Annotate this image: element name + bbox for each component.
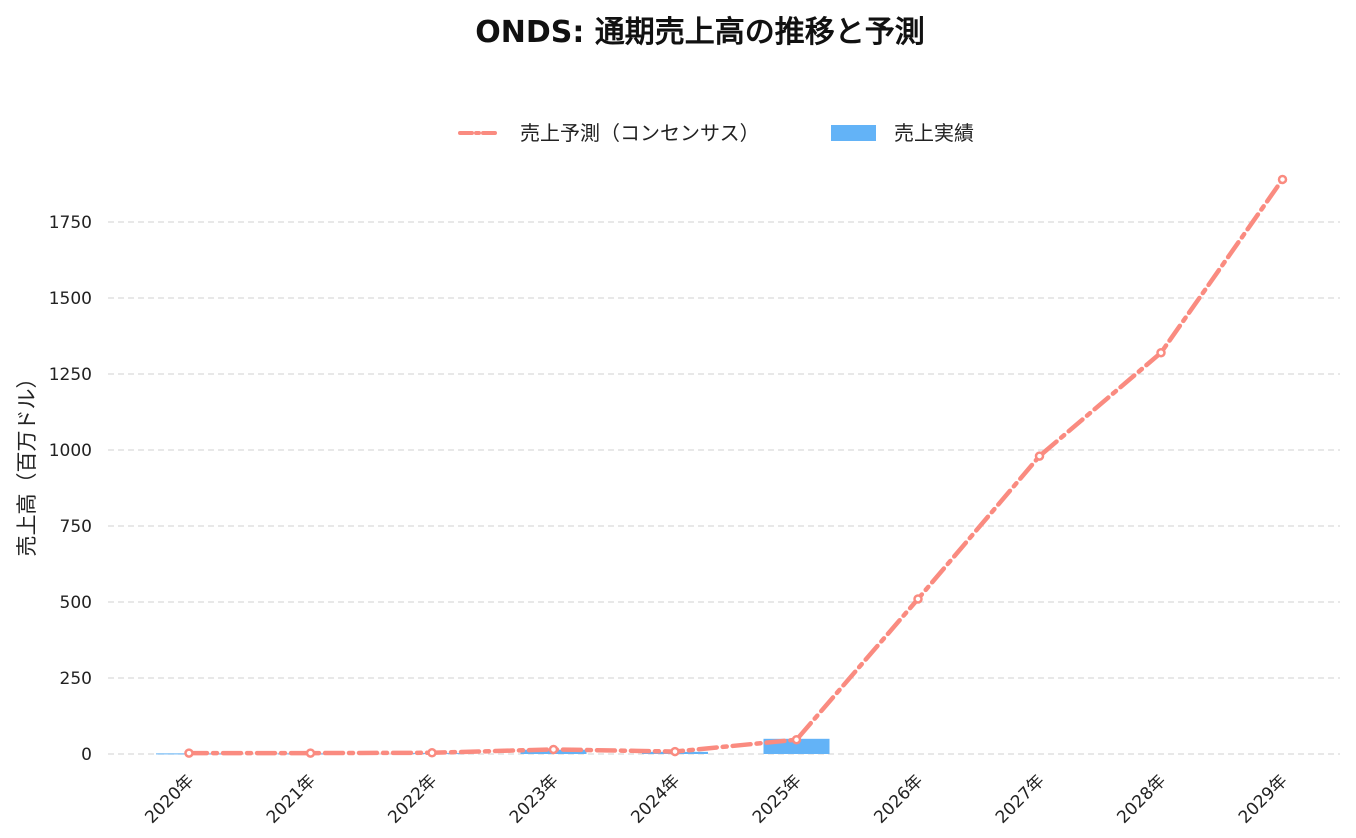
- legend-actual-label: 売上実績: [894, 121, 974, 145]
- forecast-line-layer: [184, 174, 1288, 758]
- forecast-point-2021年: [305, 748, 316, 758]
- x-tick-labels: 2020年 2021年 2022年 2023年 2024年 2025年 2026年 2027年…: [141, 771, 1291, 828]
- y-tick-label: 1500: [49, 289, 92, 309]
- legend-actual-swatch: [831, 125, 876, 141]
- forecast-point-2029年: [1277, 174, 1288, 185]
- forecast-point-2028年: [1156, 347, 1166, 358]
- x-tick-label: 2027年: [992, 771, 1049, 828]
- forecast-point-2027年: [1034, 451, 1045, 461]
- x-tick-label: 2025年: [749, 771, 806, 828]
- forecast-point-2020年: [184, 748, 194, 758]
- x-tick-label: 2020年: [141, 771, 198, 828]
- x-tick-label: 2023年: [506, 771, 563, 828]
- y-axis-label: 売上高（百万ドル）: [15, 368, 39, 557]
- y-tick-labels: 0 250 500 750 1000 1250 1500 1750: [49, 213, 92, 765]
- y-tick-label: 0: [81, 745, 92, 765]
- x-tick-label: 2028年: [1113, 771, 1170, 828]
- x-tick-label: 2021年: [263, 771, 320, 828]
- x-tick-label: 2022年: [384, 771, 441, 828]
- forecast-line: [186, 177, 1285, 756]
- forecast-point-2022年: [427, 748, 437, 758]
- y-tick-label: 500: [60, 593, 92, 613]
- legend: 売上予測（コンセンサス） 売上実績: [458, 121, 974, 145]
- chart-title: ONDS: 通期売上高の推移と予測: [475, 15, 925, 50]
- legend-forecast-label: 売上予測（コンセンサス）: [520, 121, 760, 145]
- x-tick-label: 2026年: [870, 771, 927, 828]
- forecast-point-2024年: [670, 746, 680, 757]
- y-tick-label: 1750: [49, 213, 92, 233]
- y-tick-label: 1250: [49, 365, 92, 385]
- forecast-point-2026年: [913, 594, 923, 604]
- y-tick-label: 1000: [49, 441, 92, 461]
- forecast-point-2023年: [548, 744, 559, 755]
- y-tick-label: 250: [60, 669, 92, 689]
- x-tick-label: 2029年: [1235, 771, 1292, 828]
- forecast-point-2025年: [791, 734, 802, 745]
- gridlines: [108, 221, 1340, 755]
- x-tick-label: 2024年: [627, 771, 684, 828]
- y-tick-label: 750: [60, 517, 92, 537]
